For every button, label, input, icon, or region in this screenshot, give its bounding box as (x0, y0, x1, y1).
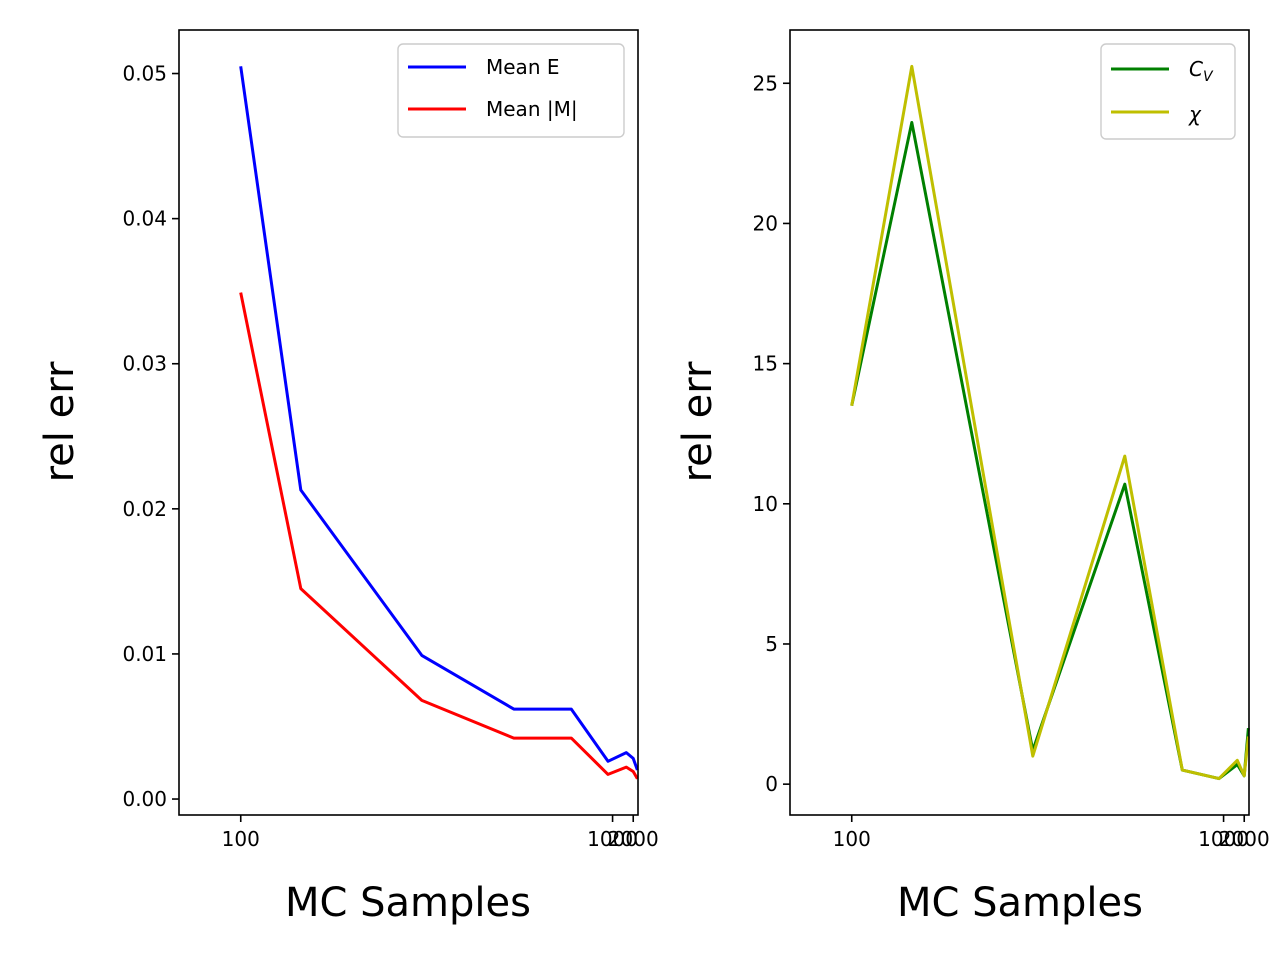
left-y-tick-label: 0.02 (122, 497, 167, 521)
right-legend-box (1100, 43, 1236, 140)
legend-label-mean-m: Mean |M| (486, 97, 578, 121)
left-x-tick-label: 1000 (587, 827, 638, 851)
right-y-tick-label: 0 (765, 772, 778, 796)
legend-label-cv: CV (1189, 57, 1214, 85)
legend-label-cv-subscript: V (1203, 69, 1214, 85)
left-series-line-0 (239, 66, 639, 771)
left-x-tick-label: 100 (222, 827, 260, 851)
left-y-tick-label: 0.00 (122, 787, 167, 811)
right-legend: CV χ (1100, 43, 1236, 140)
right-y-axis-label: rel err (675, 361, 721, 482)
right-y-tick-label: 25 (753, 71, 778, 95)
right-x-tick-label: 2000 (1219, 827, 1270, 851)
left-legend: Mean E Mean |M| (397, 43, 625, 138)
left-series-layer (239, 66, 639, 780)
left-series-line-1 (239, 292, 639, 780)
right-y-tick-label: 10 (753, 492, 778, 516)
left-y-tick-label: 0.05 (122, 62, 167, 86)
legend-label-cv-main: C (1189, 57, 1203, 81)
left-plot-frame (178, 29, 639, 816)
right-x-tick-label: 1000 (1198, 827, 1249, 851)
legend-label-chi: χ (1188, 102, 1202, 126)
right-y-tick-label: 20 (753, 211, 778, 235)
left-x-axis-label: MC Samples (285, 880, 531, 926)
right-series-line-1 (850, 64, 1250, 781)
right-y-tick-label: 5 (765, 632, 778, 656)
left-y-tick-label: 0.04 (122, 207, 167, 231)
left-y-tick-label: 0.03 (122, 352, 167, 376)
right-x-tick-label: 100 (833, 827, 871, 851)
right-series-layer (850, 64, 1250, 781)
left-x-tick-label: 2000 (608, 827, 659, 851)
left-y-tick-label: 0.01 (122, 642, 167, 666)
right-y-tick-label: 15 (753, 352, 778, 376)
right-plot-frame (789, 29, 1250, 816)
legend-label-mean-e: Mean E (486, 55, 560, 79)
right-x-axis-label: MC Samples (897, 880, 1143, 926)
left-y-axis-label: rel err (37, 361, 83, 482)
